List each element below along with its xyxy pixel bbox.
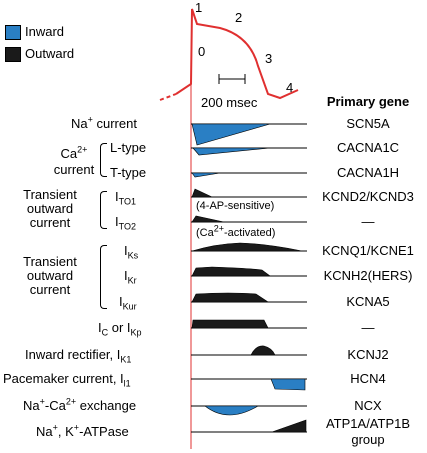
pacemaker-label: Pacemaker current, Il1 [3, 371, 131, 389]
atpase-label: Na+, K+-ATPase [36, 422, 129, 439]
ik1-current-shape [250, 345, 276, 356]
ic-ikp-label: IC or IKp [98, 320, 142, 338]
ito1-note: (4-AP-sensitive) [196, 200, 275, 212]
phase-4-label: 4 [286, 80, 294, 95]
gene-atpase: ATP1A/ATP1B group [325, 416, 411, 447]
ito2-note: (Ca2+-activated) [196, 223, 276, 239]
time-scale-bar [218, 74, 246, 84]
ik1-label: Inward rectifier, IK1 [25, 347, 132, 365]
gene-ik1: KCNJ2 [347, 347, 389, 362]
gene-ito1: KCND2/KCND3 [322, 189, 414, 204]
delayed-rectifier-group-label: Transient outward current [23, 254, 77, 297]
resting-potential-dashes [159, 93, 177, 101]
gene-ikr: KCNH2(HERS) [323, 268, 413, 283]
ltype-current-shape [192, 147, 271, 156]
phase-1-label: 1 [195, 0, 203, 15]
delayed-rectifier-brace [100, 245, 107, 309]
gene-iks: KCNQ1/KCNE1 [322, 243, 414, 258]
time-scale-label: 200 msec [201, 95, 258, 110]
phase-3-label: 3 [265, 51, 273, 66]
outward-legend-label: Outward [25, 46, 75, 61]
na-current-label: Na+ current [71, 114, 137, 131]
ncx-current-shape [204, 405, 260, 416]
ic-current-shape [191, 319, 269, 329]
gene-ito2: — [361, 214, 375, 229]
gene-ttype: CACNA1H [336, 165, 400, 180]
gene-ltype: CACNA1C [336, 140, 400, 155]
ca-current-group-label: Ca2+ current [53, 144, 95, 177]
gene-ncx: NCX [354, 398, 382, 413]
outward-legend-swatch [5, 47, 21, 62]
ito1-current-shape [191, 188, 213, 198]
ikr-current-shape [191, 266, 271, 277]
transient-outward-brace [100, 191, 107, 229]
primary-gene-header: Primary gene [326, 94, 410, 109]
ikur-current-shape [191, 292, 269, 303]
action-potential-trace [175, 8, 299, 100]
gene-ikur: KCNA5 [346, 294, 390, 309]
ito1-label: ITO1 [115, 189, 136, 207]
phase-2-label: 2 [235, 10, 243, 25]
ito2-current-shape [191, 215, 225, 223]
if-current-shape [270, 378, 306, 391]
transient-outward-group-label: Transient outward current [23, 187, 77, 230]
phase-0-label: 0 [198, 44, 206, 59]
ito2-label: ITO2 [115, 214, 136, 232]
ca-brace [100, 143, 107, 177]
ikr-label: IKr [124, 268, 137, 286]
iks-label: IKs [124, 243, 139, 261]
iks-current-shape [191, 242, 303, 252]
ttype-current-shape [191, 172, 221, 178]
inward-legend-swatch [5, 25, 21, 40]
ikur-label: IKur [119, 294, 137, 312]
ltype-label: L-type [110, 140, 147, 155]
gene-if: HCN4 [350, 371, 386, 386]
ttype-label: T-type [110, 165, 147, 180]
gene-ic: — [361, 320, 375, 335]
gene-na: SCN5A [346, 116, 390, 131]
inward-legend-label: Inward [25, 24, 65, 39]
ncx-label: Na+-Ca2+ exchange [23, 396, 137, 413]
atpase-current-shape [271, 419, 307, 433]
na-current-shape [191, 123, 271, 146]
